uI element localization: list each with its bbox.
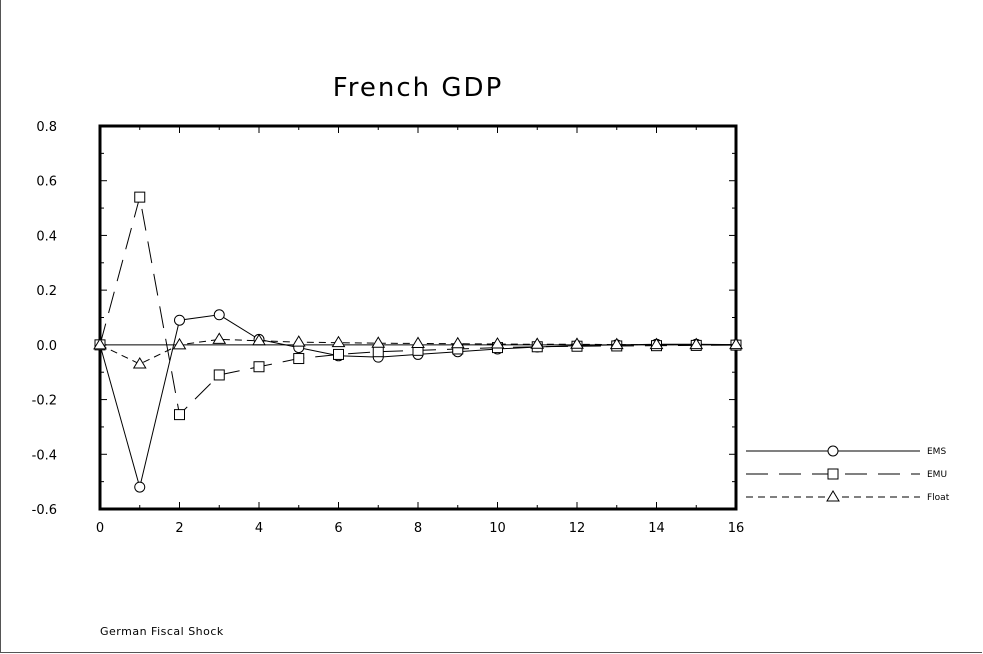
y-tick-label: 0.6 xyxy=(36,175,57,190)
series-line-emu xyxy=(99,196,737,416)
data-point-emu xyxy=(174,409,185,421)
data-point-emu xyxy=(372,346,384,358)
x-axis: 0 2 4 6 8 10 12 14 16 xyxy=(96,126,744,536)
legend: EMS EMU Float xyxy=(746,445,950,503)
x-tick-label: 14 xyxy=(648,521,665,536)
x-tick-label: 6 xyxy=(334,521,342,536)
series-emu xyxy=(94,191,742,421)
y-tick-label: 0.0 xyxy=(36,339,57,354)
data-point-float xyxy=(93,337,107,350)
data-point-float xyxy=(490,337,505,349)
data-point-emu xyxy=(213,369,225,381)
data-point-float xyxy=(132,357,147,369)
data-point-float xyxy=(450,336,465,349)
x-tick-label: 2 xyxy=(175,521,183,536)
legend-item-ems: EMS xyxy=(746,445,946,457)
data-point-float xyxy=(172,337,187,350)
chart-title: French GDP xyxy=(333,73,504,103)
plot-area xyxy=(98,124,738,511)
legend-label-float: Float xyxy=(927,493,950,503)
legend-marker-emu xyxy=(827,468,839,480)
data-point-float xyxy=(530,337,545,349)
legend-item-emu: EMU xyxy=(746,468,947,480)
data-point-emu xyxy=(293,353,305,365)
data-point-emu xyxy=(134,191,146,203)
data-point-emu xyxy=(253,361,265,373)
data-point-float xyxy=(371,336,386,348)
data-point-ems xyxy=(174,314,185,326)
x-tick-label: 12 xyxy=(569,521,586,536)
x-tick-label: 4 xyxy=(255,521,263,536)
y-tick-label: 0.4 xyxy=(36,229,57,244)
legend-marker-ems xyxy=(827,445,839,457)
series-layer xyxy=(93,191,743,493)
data-point-float xyxy=(729,337,743,350)
data-point-float xyxy=(649,337,664,350)
series-float xyxy=(93,332,743,369)
y-tick-label: -0.2 xyxy=(32,394,57,409)
legend-marker-float xyxy=(826,490,840,502)
data-point-ems xyxy=(134,481,146,493)
x-tick-label: 16 xyxy=(728,521,745,536)
data-point-float xyxy=(609,337,624,350)
data-point-float xyxy=(331,335,346,348)
x-tick-label: 10 xyxy=(489,521,506,536)
plot-border xyxy=(98,124,738,511)
x-tick-label: 8 xyxy=(414,521,422,536)
data-point-ems xyxy=(213,309,225,321)
data-point-float xyxy=(570,337,584,349)
data-point-float xyxy=(291,335,306,347)
chart-caption: German Fiscal Shock xyxy=(100,625,224,638)
y-tick-label: 0.8 xyxy=(36,120,57,135)
legend-item-float: Float xyxy=(746,490,950,503)
data-point-float xyxy=(252,333,266,346)
data-point-float xyxy=(212,332,227,344)
y-tick-label: -0.6 xyxy=(32,503,57,518)
data-point-emu xyxy=(333,348,344,360)
data-point-float xyxy=(411,336,425,348)
x-tick-label: 0 xyxy=(96,521,104,536)
legend-label-emu: EMU xyxy=(927,470,947,480)
y-tick-label: 0.2 xyxy=(36,284,57,299)
y-tick-label: -0.4 xyxy=(32,448,57,463)
y-axis: 0.8 0.6 0.4 0.2 0.0 -0.2 -0.4 -0.6 xyxy=(32,120,736,518)
legend-label-ems: EMS xyxy=(927,447,946,457)
data-point-float xyxy=(689,337,704,350)
